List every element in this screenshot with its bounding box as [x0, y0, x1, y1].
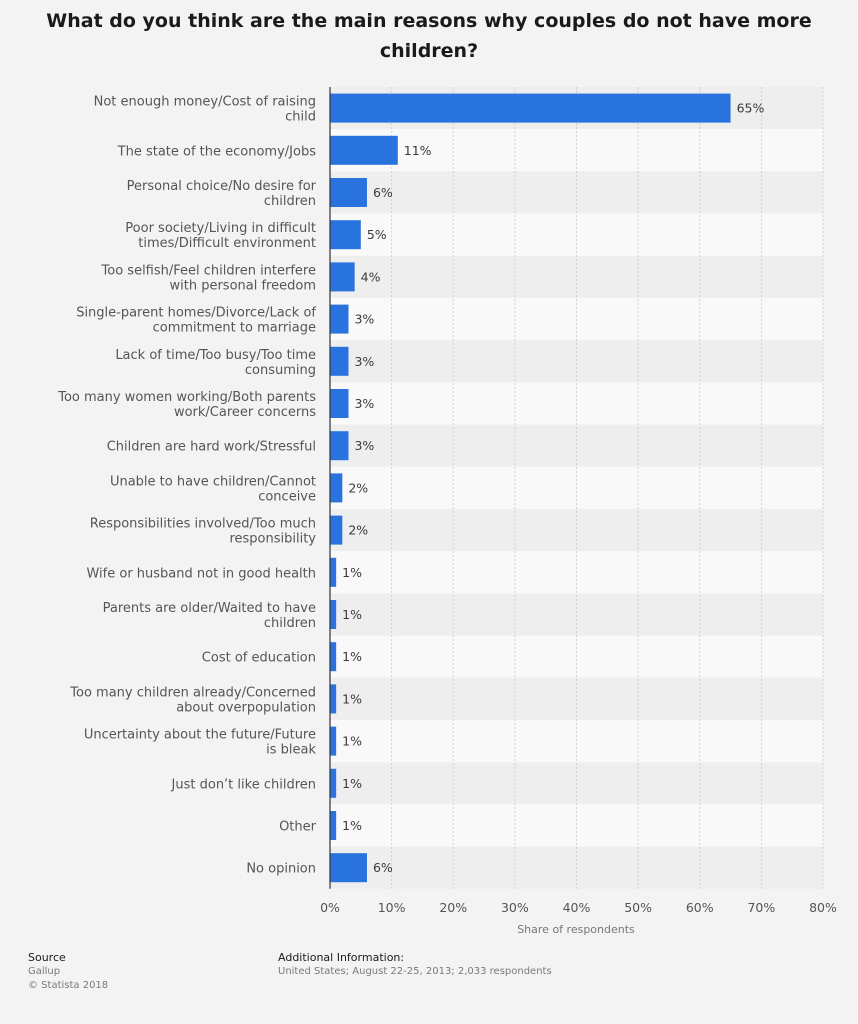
value-label: 6% — [373, 185, 393, 200]
bar — [330, 473, 343, 503]
bar — [330, 135, 398, 165]
value-label: 5% — [367, 227, 387, 242]
category-label: Lack of time/Too busy/Too time consuming — [115, 348, 316, 378]
chart-title: What do you think are the main reasons w… — [46, 10, 812, 62]
x-tick-label: 70% — [747, 900, 775, 915]
value-label: 6% — [373, 860, 393, 875]
category-label: Too selfish/Feel children interfere with … — [101, 263, 316, 293]
info-text: United States; August 22-25, 2013; 2,033… — [278, 966, 552, 977]
category-label: Wife or husband not in good health — [86, 566, 316, 581]
value-label: 11% — [404, 143, 432, 158]
x-tick-label: 80% — [809, 900, 837, 915]
x-tick-label: 50% — [624, 900, 652, 915]
category-label: Unable to have children/Cannot conceive — [110, 474, 316, 504]
bar — [330, 515, 343, 545]
category-label: Personal choice/No desire for children — [127, 179, 317, 209]
category-label: Responsibilities involved/Too much respon… — [90, 517, 317, 547]
bar — [330, 262, 355, 292]
bar — [330, 642, 337, 672]
info-heading: Additional Information: — [278, 951, 405, 964]
category-label: Too many women working/Both parents work/… — [57, 390, 316, 420]
category-label: Other — [279, 820, 317, 835]
value-label: 1% — [342, 776, 362, 791]
bar — [330, 726, 337, 756]
source-name: Gallup — [28, 966, 61, 977]
category-label: Just don’t like children — [171, 777, 316, 792]
value-label: 1% — [342, 649, 362, 664]
bar — [330, 389, 349, 418]
x-tick-label: 20% — [439, 900, 467, 915]
value-label: 1% — [342, 734, 362, 749]
value-label: 3% — [354, 354, 374, 369]
bar — [330, 431, 349, 461]
category-label: No opinion — [246, 862, 316, 877]
bar — [330, 768, 337, 798]
bar — [330, 600, 337, 629]
bar-chart: 65% Not enough money/Cost of raising child… — [57, 87, 837, 936]
bar — [330, 346, 349, 376]
bar — [330, 93, 731, 123]
x-tick-label: 10% — [378, 900, 406, 915]
category-label: Parents are older/Waited to have children — [103, 601, 316, 631]
bar — [330, 220, 361, 250]
bar — [330, 684, 337, 714]
source-heading: Source — [28, 951, 66, 964]
category-label: Uncertainty about the future/Future is bl… — [84, 728, 317, 758]
x-tick-label: 60% — [686, 900, 714, 915]
value-label: 1% — [342, 607, 362, 622]
value-label: 65% — [737, 101, 765, 116]
bar — [330, 853, 367, 883]
category-label: Poor society/Living in difficult times/Di… — [125, 221, 316, 251]
category-label: The state of the economy/Jobs — [117, 144, 317, 159]
value-label: 3% — [354, 312, 374, 327]
value-label: 4% — [361, 269, 381, 284]
x-tick-label: 30% — [501, 900, 529, 915]
bar — [330, 557, 337, 587]
value-label: 2% — [348, 480, 368, 495]
value-label: 1% — [342, 818, 362, 833]
x-axis-label: Share of respondents — [517, 923, 635, 936]
category-label: Not enough money/Cost of raising child — [94, 95, 316, 125]
category-label: Too many children already/Concerned about… — [69, 685, 316, 715]
bar — [330, 304, 349, 334]
category-label: Children are hard work/Stressful — [107, 440, 316, 455]
x-tick-label: 0% — [320, 900, 340, 915]
value-label: 2% — [348, 523, 368, 538]
value-label: 1% — [342, 565, 362, 580]
bar — [330, 178, 367, 207]
value-label: 3% — [354, 438, 374, 453]
copyright: © Statista 2018 — [28, 980, 109, 991]
additional-info-block: Additional Information: United States; A… — [278, 951, 552, 979]
category-label: Cost of education — [202, 651, 316, 666]
x-tick-label: 40% — [563, 900, 591, 915]
category-label: Single-parent homes/Divorce/Lack of commi… — [76, 306, 316, 336]
value-label: 1% — [342, 691, 362, 706]
source-block: Source Gallup © Statista 2018 — [28, 951, 108, 993]
value-label: 3% — [354, 396, 374, 411]
bar — [330, 811, 337, 840]
